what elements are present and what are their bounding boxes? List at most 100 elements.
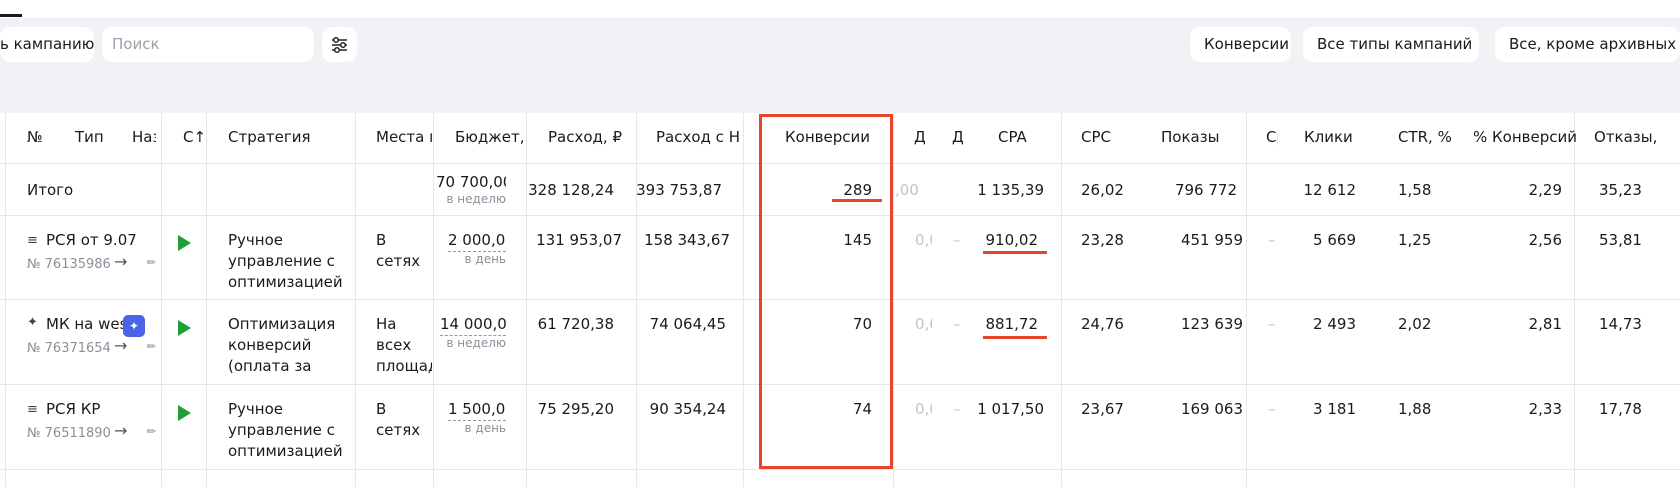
strategy-line: управление с bbox=[228, 421, 335, 439]
campaign-types-label: Все типы кампаний bbox=[1317, 35, 1473, 53]
campaign-name[interactable]: РСЯ КР bbox=[46, 400, 101, 418]
totals-bounces: 35,23 bbox=[1599, 181, 1642, 199]
column-header-places[interactable]: Места п bbox=[376, 128, 432, 146]
avg-value: – bbox=[1268, 231, 1276, 249]
places-line: площад bbox=[376, 357, 432, 375]
table-row[interactable]: ≡ РСЯ КР № 76511890 → ✎ Ручное управлени… bbox=[0, 385, 1680, 470]
filter-settings-button[interactable] bbox=[322, 27, 357, 62]
budget-period: в день bbox=[464, 252, 506, 266]
avg-value: – bbox=[1268, 400, 1276, 418]
archive-filter-dropdown[interactable]: Все, кроме архивных bbox=[1495, 27, 1680, 62]
column-header-name[interactable]: Наз bbox=[132, 128, 156, 146]
totals-budget: 70 700,00 bbox=[436, 173, 506, 191]
column-header-number[interactable]: № bbox=[27, 128, 43, 146]
totals-clicks: 12 612 bbox=[1303, 181, 1357, 199]
spend-value: 75 295,20 bbox=[537, 400, 614, 418]
pencil-icon[interactable]: ✎ bbox=[143, 423, 160, 440]
column-header-spend-vat[interactable]: Расход с НД bbox=[656, 128, 740, 146]
totals-spend-vat: 393 753,87 bbox=[636, 181, 722, 199]
conv-rate-value: 2,33 bbox=[1528, 400, 1562, 418]
d2-value: – bbox=[953, 400, 961, 418]
d1-value: 0,0 bbox=[915, 315, 932, 333]
play-status-icon[interactable] bbox=[178, 235, 191, 251]
strategy-line: Ручное bbox=[228, 400, 283, 418]
clicks-value: 3 181 bbox=[1313, 400, 1356, 418]
bounces-value: 17,78 bbox=[1599, 400, 1642, 418]
add-campaign-button[interactable]: ь кампанию bbox=[0, 27, 94, 62]
places-line: всех bbox=[376, 336, 412, 354]
conversions-filter-button[interactable]: Конверсии bbox=[1190, 27, 1291, 62]
column-divider bbox=[161, 113, 162, 487]
arrow-right-icon[interactable]: → bbox=[114, 252, 128, 271]
cpa-value: 1 017,50 bbox=[977, 400, 1044, 418]
campaign-name[interactable]: РСЯ от 9.07 bbox=[46, 231, 137, 249]
pencil-icon[interactable]: ✎ bbox=[143, 338, 160, 355]
arrow-right-icon[interactable]: → bbox=[114, 336, 128, 355]
column-header-cpa[interactable]: CPA bbox=[998, 128, 1027, 146]
totals-cpa: 1 135,39 bbox=[977, 181, 1044, 199]
campaign-types-dropdown[interactable]: Все типы кампаний bbox=[1303, 27, 1479, 62]
cpc-value: 23,28 bbox=[1081, 231, 1124, 249]
column-header-status[interactable]: С↑ bbox=[183, 128, 207, 146]
strategy-line: управление с bbox=[228, 252, 335, 270]
column-header-type[interactable]: Тип bbox=[75, 128, 104, 146]
sparkle-icon[interactable]: ✦ bbox=[123, 315, 145, 337]
campaign-name[interactable]: МК на west bbox=[46, 315, 129, 333]
column-header-impressions[interactable]: Показы bbox=[1161, 128, 1220, 146]
totals-cpc: 26,02 bbox=[1081, 181, 1124, 199]
cpc-value: 23,67 bbox=[1081, 400, 1124, 418]
budget-period: в неделю bbox=[446, 336, 506, 350]
spend-vat-value: 74 064,45 bbox=[649, 315, 726, 333]
spend-vat-value: 158 343,67 bbox=[644, 231, 730, 249]
budget-value[interactable]: 14 000,00 bbox=[440, 314, 506, 336]
budget-value[interactable]: 2 000,00 bbox=[448, 230, 506, 252]
places-line: На bbox=[376, 315, 397, 333]
arrow-right-icon[interactable]: → bbox=[114, 421, 128, 440]
column-divider bbox=[1246, 113, 1247, 487]
column-header-cpc[interactable]: CPC bbox=[1081, 128, 1111, 146]
campaign-id: № 76511890 bbox=[27, 426, 111, 441]
conversions-highlight-box bbox=[759, 114, 893, 469]
pencil-icon[interactable]: ✎ bbox=[143, 254, 160, 271]
search-input[interactable]: Поиск bbox=[102, 27, 314, 62]
column-header-budget[interactable]: Бюджет, ₽ bbox=[455, 128, 525, 146]
strategy-line: Оптимизация bbox=[228, 315, 336, 333]
ctr-value: 1,88 bbox=[1398, 400, 1432, 418]
column-header-avg[interactable]: Ср bbox=[1266, 128, 1278, 146]
places-line: сетях bbox=[376, 421, 421, 439]
column-header-d1[interactable]: Д bbox=[914, 128, 926, 146]
cpa-underline bbox=[983, 336, 1047, 339]
conversions-total-underline bbox=[832, 199, 882, 202]
column-header-ctr[interactable]: CTR, % bbox=[1398, 128, 1452, 146]
list-icon: ≡ bbox=[27, 233, 38, 248]
column-header-clicks[interactable]: Клики bbox=[1304, 128, 1353, 146]
d2-value: – bbox=[953, 231, 961, 249]
sliders-icon bbox=[332, 36, 347, 54]
table-row[interactable]: ✦ МК на west ✦ № 76371654 → ✎ Оптимизаци… bbox=[0, 300, 1680, 385]
column-header-d2[interactable]: Д bbox=[952, 128, 964, 146]
play-status-icon[interactable] bbox=[178, 405, 191, 421]
totals-conversions: 289 bbox=[843, 181, 872, 199]
strategy-line: оптимизацией bbox=[228, 442, 343, 460]
column-header-strategy[interactable]: Стратегия bbox=[228, 128, 311, 146]
spend-value: 61 720,38 bbox=[537, 315, 614, 333]
totals-d1: ,00 bbox=[895, 181, 919, 199]
budget-period: в день bbox=[464, 421, 506, 435]
column-divider bbox=[636, 113, 637, 487]
column-divider bbox=[1061, 113, 1062, 487]
impressions-value: 169 063 bbox=[1180, 400, 1243, 418]
budget-value[interactable]: 1 500,00 bbox=[448, 399, 506, 421]
column-header-bounces[interactable]: Отказы, bbox=[1594, 128, 1658, 146]
column-divider bbox=[433, 113, 434, 487]
column-header-spend[interactable]: Расход, ₽ bbox=[548, 128, 622, 146]
column-header-conv-rate[interactable]: % Конверсий bbox=[1473, 128, 1577, 146]
play-status-icon[interactable] bbox=[178, 320, 191, 336]
column-divider bbox=[5, 113, 6, 487]
wand-icon: ✦ bbox=[27, 315, 38, 330]
totals-label: Итого bbox=[27, 181, 74, 199]
column-header-conversions[interactable]: Конверсии bbox=[785, 128, 870, 146]
spend-vat-value: 90 354,24 bbox=[649, 400, 726, 418]
table-row[interactable]: ≡ РСЯ от 9.07 № 76135986 → ✎ Ручное упра… bbox=[0, 216, 1680, 300]
add-campaign-label: ь кампанию bbox=[0, 35, 94, 53]
d1-value: 0,0 bbox=[915, 400, 932, 418]
